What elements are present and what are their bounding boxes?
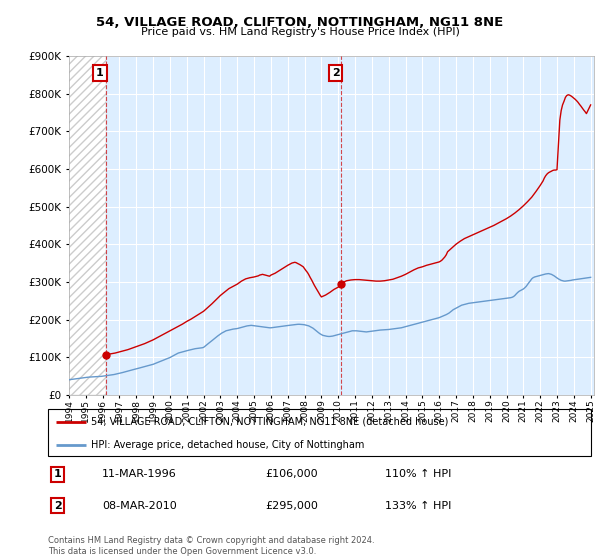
Text: 133% ↑ HPI: 133% ↑ HPI — [385, 501, 451, 511]
Text: 1: 1 — [54, 469, 62, 479]
Text: 54, VILLAGE ROAD, CLIFTON, NOTTINGHAM, NG11 8NE: 54, VILLAGE ROAD, CLIFTON, NOTTINGHAM, N… — [97, 16, 503, 29]
Text: Contains HM Land Registry data © Crown copyright and database right 2024.
This d: Contains HM Land Registry data © Crown c… — [48, 536, 374, 556]
Text: 11-MAR-1996: 11-MAR-1996 — [103, 469, 177, 479]
Text: 2: 2 — [54, 501, 62, 511]
Text: 54, VILLAGE ROAD, CLIFTON, NOTTINGHAM, NG11 8NE (detached house): 54, VILLAGE ROAD, CLIFTON, NOTTINGHAM, N… — [91, 417, 449, 427]
Bar — [69, 56, 106, 395]
Text: £106,000: £106,000 — [265, 469, 318, 479]
Text: 110% ↑ HPI: 110% ↑ HPI — [385, 469, 451, 479]
Text: 08-MAR-2010: 08-MAR-2010 — [103, 501, 177, 511]
Text: HPI: Average price, detached house, City of Nottingham: HPI: Average price, detached house, City… — [91, 441, 365, 450]
Text: 1: 1 — [96, 68, 104, 78]
Text: Price paid vs. HM Land Registry's House Price Index (HPI): Price paid vs. HM Land Registry's House … — [140, 27, 460, 37]
Text: 2: 2 — [332, 68, 340, 78]
Text: £295,000: £295,000 — [265, 501, 318, 511]
